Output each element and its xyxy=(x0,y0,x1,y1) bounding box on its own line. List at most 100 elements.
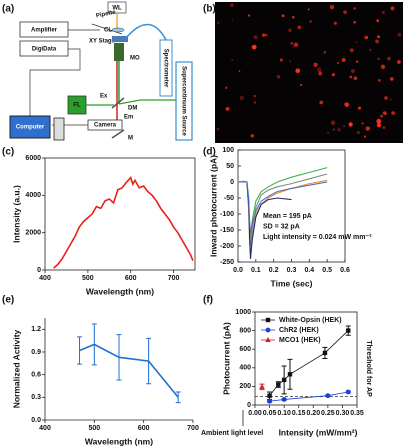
cell-spot xyxy=(350,69,355,73)
label: Amplifier xyxy=(31,28,58,34)
cell-spot xyxy=(307,8,310,11)
cell-spot xyxy=(251,44,257,50)
marker xyxy=(287,372,293,377)
panel-label: (b) xyxy=(203,4,216,15)
marker xyxy=(281,377,287,383)
amplifier-box xyxy=(19,21,69,38)
legend-label: White-Opsin (HEK) xyxy=(279,317,342,324)
annotation: Mean = 195 pA xyxy=(263,213,312,220)
cell-spot xyxy=(316,67,322,73)
x-tick-label: 0.30 xyxy=(336,410,350,417)
cell-spot xyxy=(375,39,379,44)
label: Pipette xyxy=(95,9,116,19)
cell-spot xyxy=(216,128,220,131)
cell-spot xyxy=(380,114,383,118)
cell-spot xyxy=(261,33,266,37)
cell-spot xyxy=(331,73,336,77)
x-tick-label: 0.0 xyxy=(233,267,243,274)
panel-label: (d) xyxy=(203,147,216,158)
cell-spot xyxy=(231,58,234,61)
cell-spot xyxy=(253,101,257,104)
cell-spot xyxy=(253,35,258,40)
marker xyxy=(345,389,351,395)
cell-spot xyxy=(295,68,301,74)
cell-spot xyxy=(353,7,356,10)
y-tick-label: 200 xyxy=(239,383,251,390)
cell-spot xyxy=(376,123,382,128)
label: M xyxy=(128,136,133,142)
cell-spot xyxy=(356,60,359,63)
y-tick-label: 0 xyxy=(37,267,41,274)
cell-spot xyxy=(387,56,391,61)
y-tick-label: -250 xyxy=(220,259,234,266)
cell-spot xyxy=(289,60,292,63)
x-tick-label: 0.00 xyxy=(248,410,262,417)
cell-spot xyxy=(343,10,347,15)
x-tick-label: 600 xyxy=(138,425,150,432)
legend-label: MCO1 (HEK) xyxy=(279,337,321,344)
cell-spot xyxy=(225,86,228,89)
cell-spot xyxy=(247,14,251,17)
cell-spot xyxy=(297,25,302,30)
panel-label: (e) xyxy=(2,295,14,306)
cell-spot xyxy=(290,41,294,45)
lens xyxy=(111,27,125,33)
cell-spot xyxy=(281,14,285,18)
x-tick-label: 500 xyxy=(88,425,100,432)
label: Computer xyxy=(16,125,45,131)
legend-marker xyxy=(265,327,271,333)
x-tick-label: 0.35 xyxy=(350,410,364,417)
marker xyxy=(267,393,272,398)
cell-spot xyxy=(250,134,254,138)
plot-frame xyxy=(254,311,358,406)
y-tick-label: 1.2 xyxy=(31,326,41,333)
x-tick-label: 0.2 xyxy=(269,267,279,274)
dichroic xyxy=(111,97,125,109)
cell-spot xyxy=(376,19,379,22)
x-tick-label: 500 xyxy=(82,275,94,282)
annotation: SD = 32 pA xyxy=(263,223,300,230)
annotation: Light intensity = 0.024 mW mm⁻² xyxy=(263,234,372,241)
label: Spectrometer xyxy=(162,49,168,88)
cell-spot xyxy=(279,58,283,62)
x-axis-label: Intensity (mW/mm²) xyxy=(279,427,358,437)
cell-spot xyxy=(369,48,372,51)
marker xyxy=(346,328,351,333)
cell-spot xyxy=(382,11,385,14)
cell-spot xyxy=(337,128,341,132)
y-axis-label: Normalized Activity xyxy=(11,329,21,408)
x-tick-label: 0.05 xyxy=(263,410,277,417)
marker xyxy=(322,350,328,356)
cell-spot xyxy=(292,46,295,49)
x-tick-label: 0.4 xyxy=(304,267,314,274)
x-tick-label: 0.6 xyxy=(340,267,350,274)
error-bar xyxy=(116,334,122,381)
cell-spot xyxy=(292,16,295,19)
cell-spot xyxy=(239,95,245,101)
monitor xyxy=(9,115,51,139)
cell-spot xyxy=(380,64,386,69)
y-tick-label: 0.6 xyxy=(31,372,41,379)
error-bar xyxy=(91,323,97,366)
cell-spot xyxy=(349,48,354,53)
cell-spot xyxy=(344,102,348,106)
error-bar xyxy=(175,391,181,404)
y-tick-label: 6000 xyxy=(25,155,41,162)
pipette xyxy=(91,23,123,35)
cell-spot xyxy=(341,57,346,62)
legend-marker xyxy=(265,337,271,342)
data-line xyxy=(238,181,328,234)
x-axis-label: Wavelength (nm) xyxy=(86,286,154,296)
cell-spot xyxy=(329,5,335,10)
y-tick-label: 1000 xyxy=(235,309,251,316)
x-axis-label: Time (sec) xyxy=(271,278,313,288)
label: Ex xyxy=(100,94,108,100)
cell-spot xyxy=(391,111,396,115)
label: DigiData xyxy=(32,47,57,53)
error-bar xyxy=(146,337,152,385)
fiber xyxy=(125,23,167,41)
cell-spot xyxy=(361,122,364,125)
tower xyxy=(53,117,65,141)
cell-spot xyxy=(216,21,220,25)
cell-spot xyxy=(348,122,353,127)
